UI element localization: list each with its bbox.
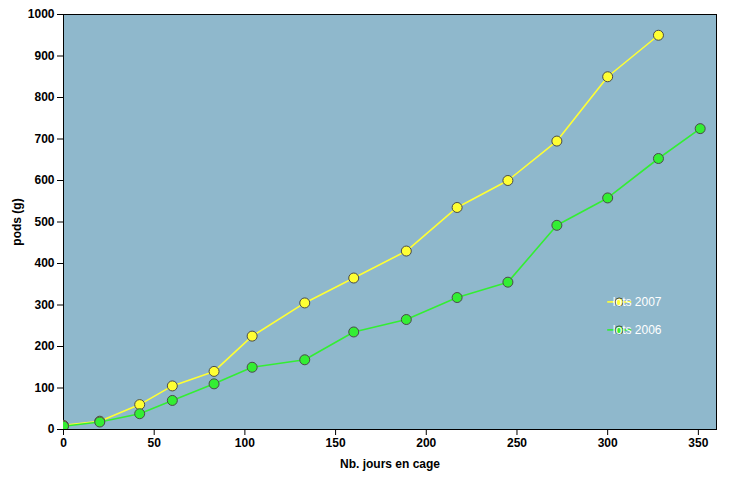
svg-text:300: 300 [598, 436, 618, 450]
svg-text:1000: 1000 [28, 7, 55, 21]
svg-text:100: 100 [34, 381, 54, 395]
svg-text:lots 2006: lots 2006 [613, 323, 662, 337]
svg-text:200: 200 [34, 339, 54, 353]
svg-text:800: 800 [34, 90, 54, 104]
svg-text:900: 900 [34, 49, 54, 63]
svg-text:500: 500 [34, 215, 54, 229]
svg-text:250: 250 [507, 436, 527, 450]
svg-text:Nb. jours en cage: Nb. jours en cage [340, 457, 440, 471]
svg-text:300: 300 [34, 298, 54, 312]
svg-text:400: 400 [34, 256, 54, 270]
svg-text:50: 50 [148, 436, 162, 450]
svg-text:0: 0 [60, 436, 67, 450]
svg-text:150: 150 [326, 436, 346, 450]
svg-text:350: 350 [688, 436, 708, 450]
svg-text:0: 0 [48, 422, 55, 436]
svg-text:lots 2007: lots 2007 [613, 295, 662, 309]
svg-text:100: 100 [235, 436, 255, 450]
svg-text:700: 700 [34, 132, 54, 146]
svg-text:pods (g): pods (g) [10, 198, 24, 245]
svg-text:200: 200 [416, 436, 436, 450]
svg-text:600: 600 [34, 173, 54, 187]
